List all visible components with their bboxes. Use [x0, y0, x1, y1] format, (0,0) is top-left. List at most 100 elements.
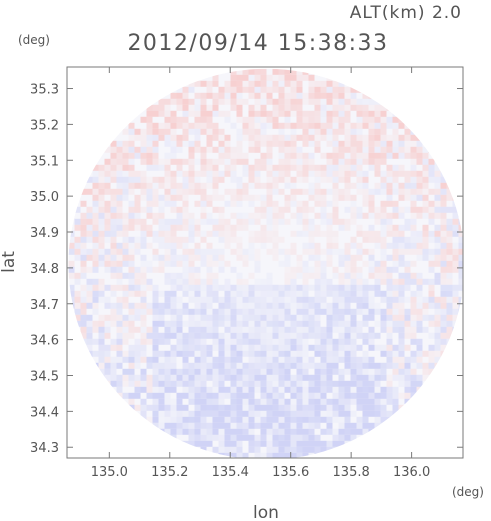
radar-cell: [278, 158, 285, 165]
radar-cell: [260, 206, 267, 213]
radar-cell: [422, 242, 429, 249]
radar-cell: [452, 212, 459, 219]
radar-cell: [152, 302, 159, 309]
radar-cell: [170, 116, 177, 123]
radar-cell: [170, 410, 177, 417]
radar-cell: [278, 140, 285, 147]
radar-cell: [314, 350, 321, 357]
radar-cell: [260, 302, 267, 309]
radar-cell: [224, 416, 231, 423]
radar-cell: [170, 224, 177, 231]
radar-cell: [188, 110, 195, 117]
radar-cell: [398, 206, 405, 213]
radar-cell: [434, 194, 441, 201]
radar-cell: [182, 188, 189, 195]
radar-cell: [236, 428, 243, 435]
radar-cell: [92, 200, 99, 207]
radar-cell: [236, 338, 243, 345]
radar-cell: [98, 224, 105, 231]
radar-cell: [272, 290, 279, 297]
radar-cell: [224, 326, 231, 333]
radar-cell: [362, 260, 369, 267]
radar-cell: [128, 218, 135, 225]
radar-cell: [248, 404, 255, 411]
radar-cell: [284, 374, 291, 381]
radar-cell: [308, 134, 315, 141]
radar-cell: [140, 296, 147, 303]
radar-cell: [98, 176, 105, 183]
radar-cell: [200, 254, 207, 261]
radar-cell: [290, 290, 297, 297]
radar-cell: [242, 290, 249, 297]
radar-cell: [158, 164, 165, 171]
radar-cell: [398, 404, 405, 411]
radar-cell: [284, 410, 291, 417]
radar-cell: [92, 350, 99, 357]
radar-cell: [212, 74, 219, 81]
radar-cell: [188, 272, 195, 279]
radar-cell: [230, 224, 237, 231]
radar-cell: [170, 326, 177, 333]
radar-cell: [290, 452, 297, 458]
radar-cell: [74, 290, 81, 297]
radar-cell: [302, 248, 309, 255]
radar-cell: [308, 422, 315, 429]
radar-cell: [158, 212, 165, 219]
radar-cell: [296, 386, 303, 393]
radar-cell: [146, 380, 153, 387]
radar-cell: [182, 242, 189, 249]
radar-cell: [350, 350, 357, 357]
radar-cell: [350, 122, 357, 129]
radar-cell: [260, 404, 267, 411]
radar-cell: [200, 326, 207, 333]
radar-cell: [362, 302, 369, 309]
radar-cell: [374, 188, 381, 195]
radar-cell: [224, 284, 231, 291]
radar-cell: [338, 446, 345, 453]
radar-cell: [140, 326, 147, 333]
radar-cell: [80, 242, 87, 249]
radar-cell: [194, 230, 201, 237]
radar-cell: [332, 80, 339, 87]
radar-cell: [465, 273, 471, 279]
radar-cell: [236, 362, 243, 369]
radar-cell: [440, 218, 447, 225]
radar-cell: [176, 212, 183, 219]
radar-cell: [92, 320, 99, 327]
radar-cell: [176, 188, 183, 195]
radar-cell: [422, 368, 429, 375]
radar-cell: [290, 392, 297, 399]
radar-cell: [308, 386, 315, 393]
radar-cell: [422, 224, 429, 231]
radar-cell: [242, 278, 249, 285]
radar-cell: [392, 128, 399, 135]
radar-cell: [248, 362, 255, 369]
radar-cell: [272, 326, 279, 333]
radar-cell: [332, 404, 339, 411]
radar-cell: [290, 338, 297, 345]
radar-cell: [206, 398, 213, 405]
radar-cell: [134, 290, 141, 297]
radar-cell: [212, 308, 219, 315]
radar-cell: [398, 188, 405, 195]
radar-cell: [338, 284, 345, 291]
radar-cell: [434, 248, 441, 255]
radar-cell: [176, 410, 183, 417]
radar-cell: [224, 356, 231, 363]
radar-cell: [404, 386, 411, 393]
radar-cell: [416, 380, 423, 387]
radar-cell: [350, 128, 357, 135]
radar-cell: [98, 326, 105, 333]
radar-cell: [206, 356, 213, 363]
radar-cell: [164, 356, 171, 363]
radar-cell: [416, 386, 423, 393]
radar-cell: [182, 98, 189, 105]
radar-cell: [392, 242, 399, 249]
radar-cell: [278, 398, 285, 405]
radar-cell: [368, 302, 375, 309]
radar-cell: [194, 188, 201, 195]
radar-cell: [170, 320, 177, 327]
radar-cell: [266, 422, 273, 429]
radar-cell: [428, 278, 435, 285]
radar-cell: [314, 410, 321, 417]
